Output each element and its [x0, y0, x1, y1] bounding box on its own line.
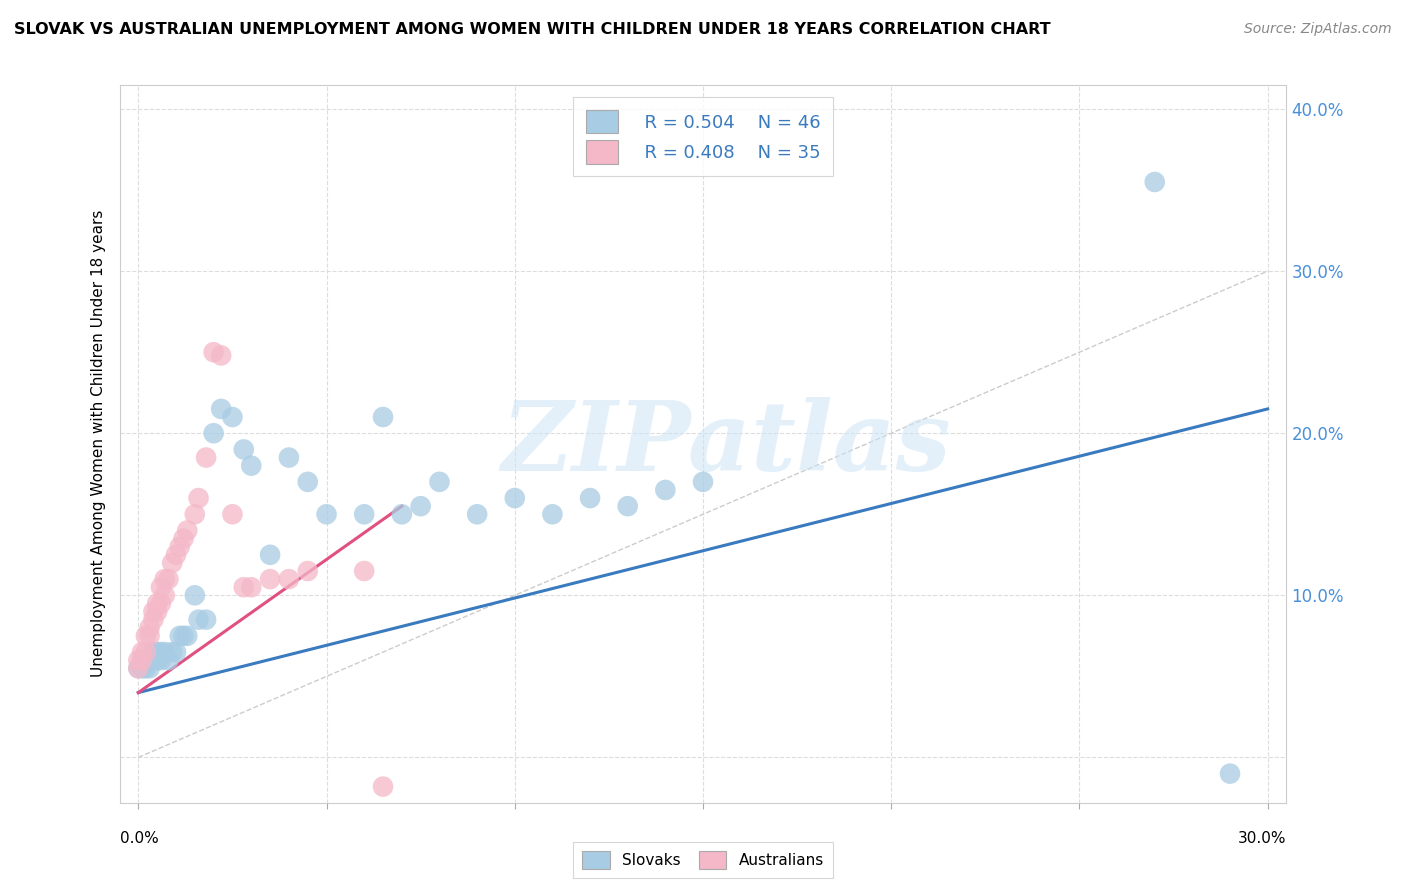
- Point: [173, 532, 195, 546]
- Point: [142, 653, 165, 667]
- Point: [135, 645, 157, 659]
- Point: [160, 556, 183, 570]
- Point: [240, 580, 263, 594]
- Point: [371, 410, 394, 425]
- Point: [616, 499, 638, 513]
- Point: [127, 661, 149, 675]
- Point: [138, 629, 160, 643]
- Point: [165, 645, 187, 659]
- Point: [371, 780, 394, 794]
- Point: [277, 450, 299, 465]
- Point: [169, 629, 191, 643]
- Point: [131, 653, 153, 667]
- Point: [135, 629, 157, 643]
- Point: [127, 653, 149, 667]
- Point: [135, 653, 157, 667]
- Point: [153, 572, 176, 586]
- Point: [135, 661, 157, 675]
- Point: [297, 475, 319, 489]
- Point: [146, 596, 169, 610]
- Point: [138, 621, 160, 635]
- Legend: Slovaks, Australians: Slovaks, Australians: [574, 842, 832, 878]
- Point: [169, 540, 191, 554]
- Point: [209, 401, 232, 416]
- Point: [142, 613, 165, 627]
- Point: [221, 508, 243, 522]
- Point: [1143, 175, 1166, 189]
- Point: [297, 564, 319, 578]
- Point: [195, 613, 218, 627]
- Point: [259, 572, 281, 586]
- Point: [138, 661, 160, 675]
- Point: [184, 508, 207, 522]
- Point: [692, 475, 714, 489]
- Point: [146, 645, 169, 659]
- Point: [153, 588, 176, 602]
- Point: [187, 613, 209, 627]
- Point: [153, 645, 176, 659]
- Y-axis label: Unemployment Among Women with Children Under 18 years: Unemployment Among Women with Children U…: [91, 211, 107, 677]
- Point: [202, 426, 225, 441]
- Point: [149, 580, 172, 594]
- Text: Source: ZipAtlas.com: Source: ZipAtlas.com: [1244, 22, 1392, 37]
- Point: [541, 508, 564, 522]
- Point: [173, 629, 195, 643]
- Point: [277, 572, 299, 586]
- Point: [195, 450, 218, 465]
- Point: [149, 645, 172, 659]
- Point: [165, 548, 187, 562]
- Point: [1219, 766, 1241, 780]
- Point: [353, 564, 375, 578]
- Point: [157, 572, 180, 586]
- Point: [202, 345, 225, 359]
- Point: [142, 645, 165, 659]
- Point: [138, 653, 160, 667]
- Point: [503, 491, 526, 505]
- Point: [176, 629, 198, 643]
- Point: [209, 348, 232, 362]
- Point: [176, 524, 198, 538]
- Point: [221, 410, 243, 425]
- Point: [187, 491, 209, 505]
- Point: [259, 548, 281, 562]
- Point: [315, 508, 337, 522]
- Point: [465, 508, 488, 522]
- Point: [127, 661, 149, 675]
- Point: [240, 458, 263, 473]
- Text: 0.0%: 0.0%: [120, 831, 159, 847]
- Point: [160, 645, 183, 659]
- Text: ZIPatlas: ZIPatlas: [502, 397, 950, 491]
- Point: [149, 653, 172, 667]
- Point: [149, 596, 172, 610]
- Point: [353, 508, 375, 522]
- Point: [429, 475, 451, 489]
- Point: [391, 508, 413, 522]
- Point: [654, 483, 676, 497]
- Point: [409, 499, 432, 513]
- Point: [146, 605, 169, 619]
- Point: [142, 605, 165, 619]
- Point: [157, 653, 180, 667]
- Point: [131, 661, 153, 675]
- Point: [232, 442, 254, 457]
- Point: [131, 645, 153, 659]
- Text: 30.0%: 30.0%: [1239, 831, 1286, 847]
- Point: [146, 653, 169, 667]
- Text: SLOVAK VS AUSTRALIAN UNEMPLOYMENT AMONG WOMEN WITH CHILDREN UNDER 18 YEARS CORRE: SLOVAK VS AUSTRALIAN UNEMPLOYMENT AMONG …: [14, 22, 1050, 37]
- Point: [232, 580, 254, 594]
- Point: [579, 491, 602, 505]
- Point: [184, 588, 207, 602]
- Point: [131, 653, 153, 667]
